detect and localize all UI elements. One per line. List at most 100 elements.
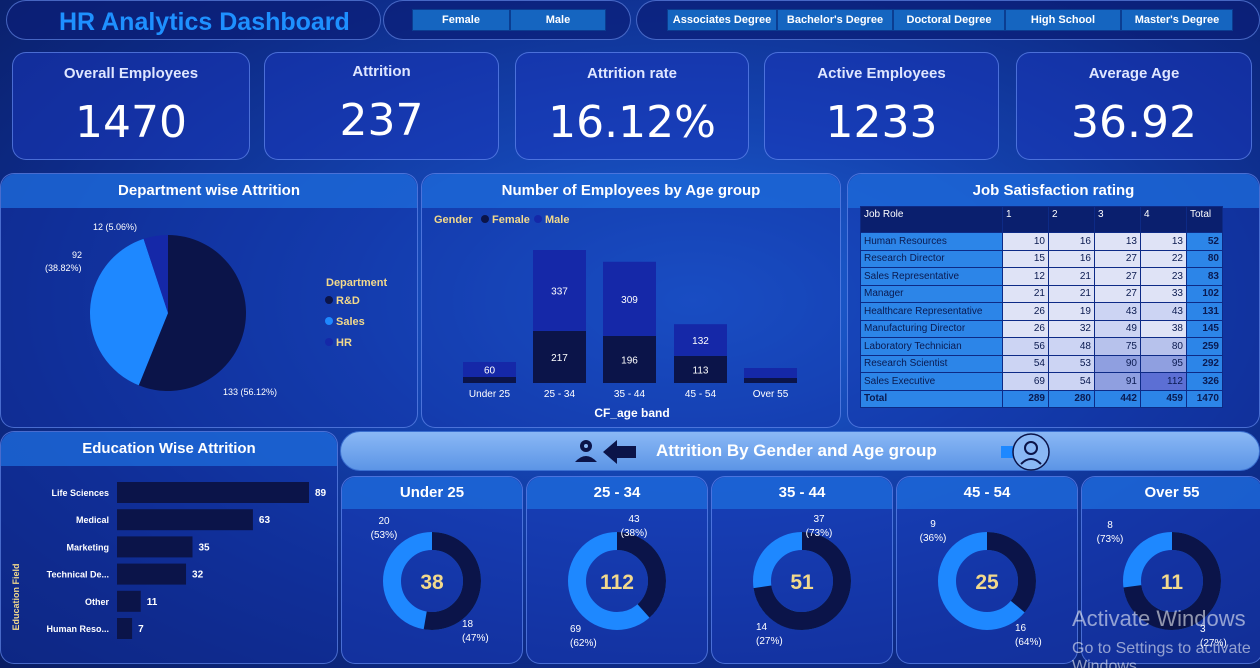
table-cell: 43 [1094,302,1141,321]
slicer-female-button[interactable]: Female [412,9,510,31]
edu-bar-4[interactable] [117,590,141,612]
column-header[interactable]: Total [1186,206,1223,233]
bar-female-1[interactable] [533,330,586,383]
female-user-icon [1012,433,1050,471]
edu-bar-0[interactable] [117,482,309,503]
donut-male-pct: (53%) [371,530,398,541]
bar-female-2[interactable] [603,335,656,383]
legend-title: Department [326,277,387,289]
table-cell: Research Director [860,249,1003,268]
slicer-doctoral-button[interactable]: Doctoral Degree [893,9,1005,31]
column-header[interactable]: 2 [1048,206,1095,233]
edu-bar-2[interactable] [117,536,193,558]
bar-male-1[interactable] [533,250,586,331]
table-cell: Manufacturing Director [860,319,1003,338]
title-bar: HR Analytics Dashboard [6,0,381,40]
donut-male-arc[interactable] [753,532,851,630]
table-cell: 49 [1094,319,1141,338]
table-cell: 27 [1094,284,1141,303]
legend-dot-rd [325,296,333,304]
pie-slice-rd[interactable] [138,235,247,391]
slicer-highschool-button[interactable]: High School [1005,9,1121,31]
section-title: Education Wise Attrition [1,432,337,466]
column-header[interactable]: 4 [1140,206,1187,233]
pie-slice-hr[interactable] [143,235,168,313]
table-cell: 12 [1002,267,1049,286]
donut-total: 51 [790,571,814,594]
arrow-left-icon [603,440,636,464]
bar-label-female-3: 113 [693,365,709,376]
legend-dot-female [481,215,489,223]
banner-title: Attrition By Gender and Age group [656,441,937,460]
donut-male-count: 20 [378,516,390,527]
slicer-masters-button[interactable]: Master's Degree [1121,9,1233,31]
table-cell: 112 [1140,372,1187,391]
section-title: Number of Employees by Age group [422,174,840,208]
edu-tick-2: Marketing [66,542,109,552]
table-cell: 26 [1002,319,1049,338]
column-header[interactable]: Job Role [860,206,1003,233]
table-cell: 131 [1186,302,1223,321]
legend-dot-sales [325,317,333,325]
edu-bar-5[interactable] [117,618,133,639]
bar-label-male-3: 132 [692,336,709,347]
table-cell: 280 [1048,389,1095,408]
bar-male-2[interactable] [603,261,656,336]
bar-female-4[interactable] [744,378,797,383]
x-tick-3: 45 - 54 [685,389,717,400]
table-row: Manufacturing Director 26 32 49 38 145 [860,319,1223,338]
kpi-value: 1470 [75,97,187,148]
donut-total: 112 [600,571,634,594]
table-row: Research Scientist 54 53 90 95 292 [860,354,1223,373]
donut-chart: 11 8 (73%) 3 (27%) [1097,520,1227,649]
table-cell: 56 [1002,337,1049,356]
legend-hr: HR [336,337,352,349]
donut-male-arc[interactable] [938,532,1036,630]
donut-male-arc[interactable] [568,532,666,630]
bar-male-4[interactable] [744,368,797,378]
pie-label-sales-count: 92 [72,250,82,260]
table-cell: 95 [1140,354,1187,373]
donut-total: 25 [975,571,999,594]
donut-male-arc[interactable] [1123,532,1221,630]
table-cell: 442 [1094,389,1141,408]
pie-slice-sales[interactable] [89,238,168,386]
donut-card-1: 25 - 34 112 43 (38%) 69 (62%) [526,476,708,664]
education-bar-chart: Education Field Life Sciences 89 Medical 63… [11,482,327,639]
donut-female-pct: (47%) [462,633,489,644]
bar-male-3[interactable] [674,324,727,356]
edu-bar-1[interactable] [117,509,253,531]
bar-female-0[interactable] [463,377,516,383]
table-cell: 23 [1140,267,1187,286]
table-cell: 80 [1140,337,1187,356]
table-cell: 10 [1002,232,1049,251]
donut-male-count: 8 [1107,520,1113,531]
edu-bar-3[interactable] [117,563,187,585]
donut-female-pct: (27%) [1200,638,1227,649]
table-cell: 19 [1048,302,1095,321]
table-cell: 53 [1048,354,1095,373]
column-header[interactable]: 1 [1002,206,1049,233]
slicer-associates-button[interactable]: Associates Degree [667,9,777,31]
edu-tick-5: Human Reso... [46,624,109,634]
kpi-average-age: Average Age 36.92 [1016,52,1252,160]
slicer-male-button[interactable]: Male [510,9,606,31]
bar-female-3[interactable] [674,355,727,383]
age-bar-chart: Gender Female Male CF_age band 60 Under 2… [434,214,797,420]
table-cell: 21 [1048,284,1095,303]
edu-tick-1: Medical [76,515,109,525]
bar-male-0[interactable] [463,362,516,377]
dept-attrition-panel: Department wise Attrition Department R&D… [0,173,418,428]
table-cell: Sales Executive [860,372,1003,391]
kpi-label: Average Age [1088,65,1180,82]
donut-male-arc[interactable] [383,532,481,630]
table-cell: 48 [1048,337,1095,356]
section-title: Job Satisfaction rating [848,174,1259,208]
donut-male-pct: (73%) [806,528,833,539]
column-header[interactable]: 3 [1094,206,1141,233]
kpi-attrition: Attrition 237 [264,52,499,160]
slicer-bachelors-button[interactable]: Bachelor's Degree [777,9,893,31]
edu-tick-0: Life Sciences [51,488,109,498]
donut-male-pct: (73%) [1097,534,1124,545]
x-tick-4: Over 55 [753,389,789,400]
